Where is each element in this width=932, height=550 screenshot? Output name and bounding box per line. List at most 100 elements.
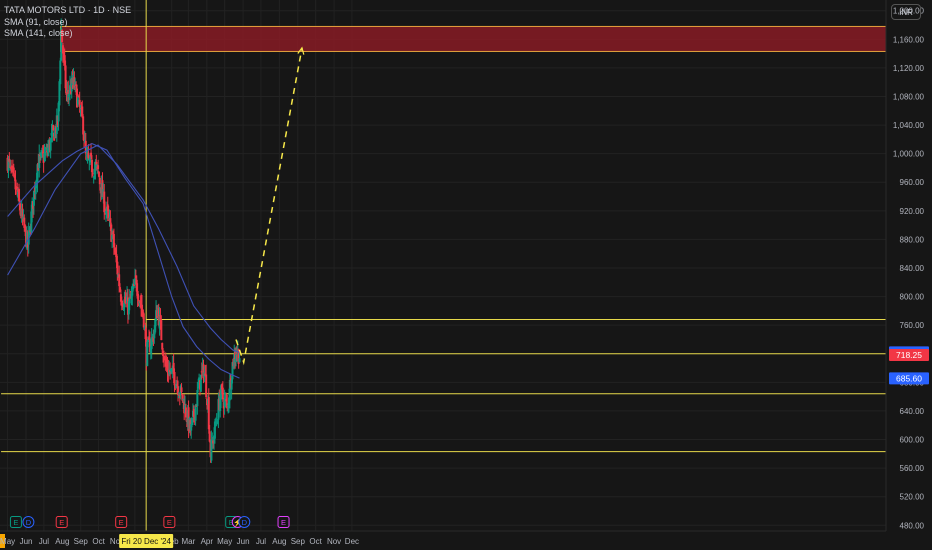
candle-body (51, 127, 54, 137)
candle-body (98, 177, 101, 185)
currency-button[interactable]: INR (891, 4, 921, 20)
candle-body (220, 385, 223, 400)
price-tick-label: 1,000.00 (893, 150, 925, 159)
candle-body (149, 346, 152, 353)
candle-body (178, 394, 181, 396)
event-label: E (229, 518, 234, 527)
candle-body (38, 154, 41, 168)
candle-body (194, 405, 197, 421)
sma141-line[interactable] (7, 144, 240, 353)
candle-body (16, 186, 19, 195)
candle-body (128, 297, 131, 304)
candle-body (164, 358, 167, 367)
candle-body (181, 394, 184, 401)
event-marker[interactable] (22, 516, 35, 528)
event-marker[interactable] (55, 516, 68, 528)
sma91-legend[interactable]: SMA (91, close) (4, 16, 68, 27)
price-tick-label: 1,040.00 (893, 121, 925, 130)
time-tick-label: Mar (181, 537, 195, 546)
candle-body (214, 423, 217, 425)
candle-body (68, 94, 71, 98)
candle-body (141, 309, 144, 316)
projection-path[interactable] (235, 47, 303, 366)
candle-body (82, 116, 85, 135)
candle-body (114, 250, 117, 255)
event-label: D (26, 518, 32, 527)
candle-body (190, 424, 193, 431)
candle-body (76, 97, 79, 105)
candle-body (140, 302, 143, 308)
time-tick-label: Nov (327, 537, 341, 546)
price-tick-label: 600.00 (900, 436, 925, 445)
event-marker[interactable] (9, 516, 22, 528)
candle-body (61, 29, 64, 43)
candle-body (104, 211, 107, 214)
time-tick-label: Oct (309, 537, 322, 546)
candle-body (146, 341, 149, 366)
candle-body (135, 279, 138, 292)
sma91-line[interactable] (7, 142, 240, 379)
candle-body (238, 358, 241, 363)
projection-arrow (297, 46, 305, 55)
candle-body (142, 313, 145, 328)
time-tick-label: Sep (291, 537, 306, 546)
candle-body (9, 163, 12, 165)
supply-zone[interactable] (60, 25, 887, 52)
event-marker[interactable] (277, 516, 290, 528)
candle-body (163, 357, 166, 359)
price-badge-label: 685.60 (896, 373, 922, 383)
crosshair-date-badge[interactable] (119, 534, 174, 548)
time-axis-marker (0, 534, 5, 548)
candle-body (170, 368, 173, 372)
candle-body (144, 329, 147, 340)
candle-body (112, 234, 115, 248)
candle-body (24, 225, 27, 228)
candle-body (10, 166, 13, 169)
candle-body (152, 336, 155, 342)
candle-body (225, 399, 228, 402)
time-tick-label: Jul (256, 537, 266, 546)
candle-body (12, 167, 15, 174)
event-marker[interactable] (238, 516, 251, 528)
candle-body (143, 327, 146, 330)
candle-body (121, 303, 124, 307)
time-tick-label: Sep (74, 537, 89, 546)
candle-body (92, 176, 95, 178)
time-tick-label: Nov (110, 537, 124, 546)
candle-body (153, 329, 156, 339)
candle-body (21, 208, 24, 219)
event-label: D (242, 518, 248, 527)
candle-body (70, 77, 73, 92)
event-marker[interactable] (163, 516, 176, 528)
price-badge[interactable] (889, 372, 929, 385)
candle-body (63, 55, 66, 65)
candle-body (120, 300, 123, 306)
price-badge[interactable] (889, 349, 929, 362)
candle-body (95, 161, 98, 165)
candle-body (133, 278, 136, 285)
candle-body (74, 81, 77, 86)
time-tick-label: Jul (39, 537, 49, 546)
candle-body (90, 159, 93, 173)
candle-body (158, 316, 161, 329)
price-tick-label: 1,200.00 (893, 7, 925, 16)
candle-body (23, 217, 26, 228)
event-label: ⚡ (233, 518, 242, 527)
candle-body (104, 209, 107, 212)
candle-body (44, 151, 47, 156)
candle-body (162, 351, 165, 357)
sma141-legend[interactable]: SMA (141, close) (4, 28, 73, 38)
candle-body (173, 372, 176, 386)
price-tick-label: 920.00 (900, 207, 925, 216)
candle-body (109, 218, 112, 223)
candle-body (13, 174, 16, 179)
candle-body (34, 183, 37, 195)
price-tick-label: 840.00 (900, 264, 925, 273)
candle-body (103, 191, 106, 213)
candle-body (40, 151, 43, 153)
candle-body (119, 287, 122, 292)
candle-body (205, 374, 208, 397)
event-marker[interactable] (115, 516, 128, 528)
price-tick-label: 1,080.00 (893, 92, 925, 101)
